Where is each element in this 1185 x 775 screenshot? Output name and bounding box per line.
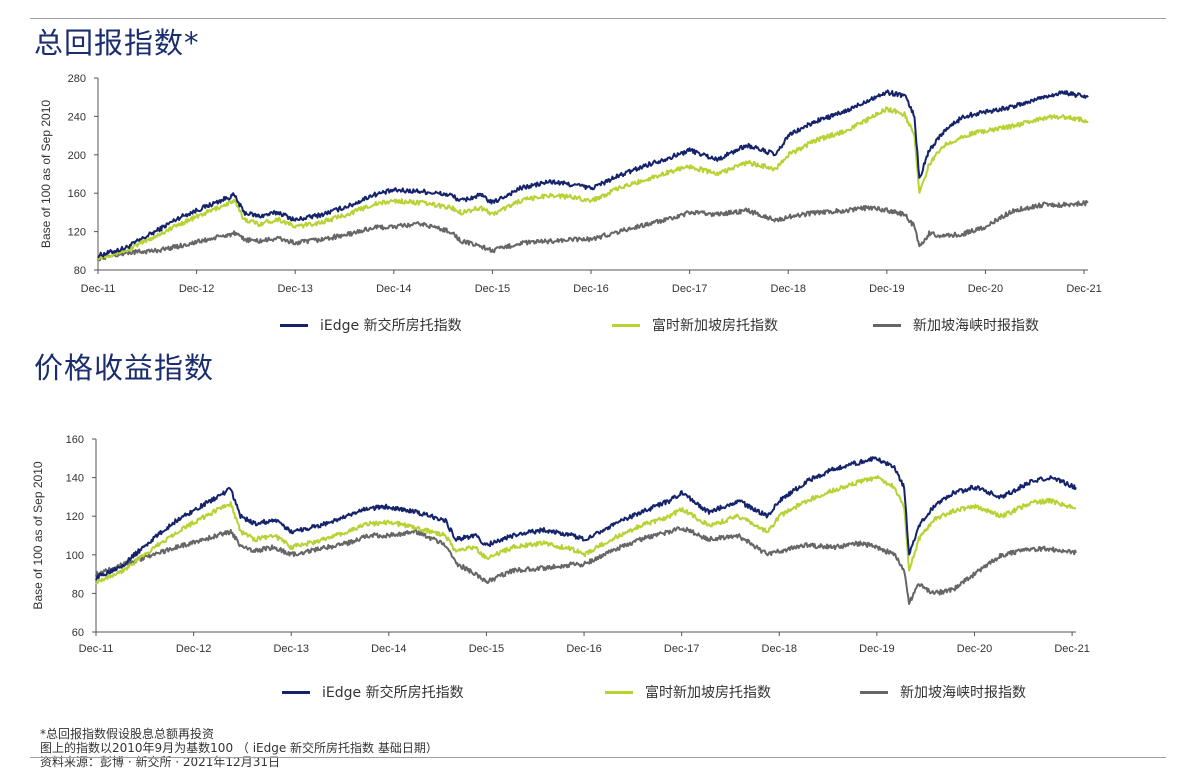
legend-swatch-grey [873, 323, 901, 327]
legend-swatch-lime [605, 690, 633, 694]
legend-label: iEdge 新交所房托指数 [320, 318, 462, 334]
x-tick-label: Dec-19 [859, 643, 894, 655]
x-tick-label: Dec-14 [376, 283, 411, 295]
legend-swatch-navy [280, 323, 308, 327]
y-tick-label: 60 [72, 627, 84, 639]
y-tick-label: 200 [68, 150, 86, 162]
legend-label: 新加坡海峡时报指数 [900, 685, 1026, 701]
legend-0-item-1: 富时新加坡房托指数 [612, 315, 778, 335]
x-tick-label: Dec-21 [1066, 283, 1101, 295]
y-tick-label: 240 [68, 111, 86, 123]
x-tick-label: Dec-17 [664, 643, 699, 655]
top-divider [30, 18, 1166, 19]
legend-1-item-1: 富时新加坡房托指数 [605, 682, 771, 702]
legend-label: iEdge 新交所房托指数 [322, 685, 464, 701]
legend-1-item-2: 新加坡海峡时报指数 [860, 682, 1026, 702]
y-axis-label: Base of 100 as of Sep 2010 [31, 461, 45, 609]
legend-label: 富时新加坡房托指数 [652, 318, 778, 334]
total-return-title: 总回报指数* [34, 26, 200, 60]
x-tick-label: Dec-16 [573, 283, 608, 295]
x-tick-label: Dec-16 [566, 643, 601, 655]
bottom-divider [30, 757, 1166, 758]
series-line-1 [97, 106, 1089, 261]
x-tick-label: Dec-19 [869, 283, 904, 295]
y-tick-label: 80 [74, 265, 86, 277]
y-tick-label: 100 [66, 550, 84, 562]
footnotes: *总回报指数假设股息总额再投资 图上的指数以2010年9月为基数100 （ iE… [40, 727, 438, 769]
legend-0-item-2: 新加坡海峡时报指数 [873, 315, 1039, 335]
x-tick-label: Dec-20 [957, 643, 992, 655]
y-tick-label: 160 [66, 434, 84, 446]
series-line-2 [97, 199, 1089, 262]
legend-0-item-0: iEdge 新交所房托指数 [280, 315, 462, 335]
price-return-chart: 60 80 100 120 140 160 Dec-11 Dec-12 Dec-13 Dec-14… [31, 434, 1090, 655]
x-tick-label: Dec-21 [1054, 643, 1089, 655]
x-tick-label: Dec-15 [469, 643, 504, 655]
series-line-0 [95, 456, 1077, 581]
footnote-base: 图上的指数以2010年9月为基数100 （ iEdge 新交所房托指数 基础日期… [40, 741, 438, 755]
x-tick-label: Dec-14 [371, 643, 406, 655]
x-tick-label: Dec-18 [762, 643, 797, 655]
series-line-0 [97, 89, 1089, 259]
legend-label: 富时新加坡房托指数 [645, 685, 771, 701]
x-tick-label: Dec-18 [771, 283, 806, 295]
y-tick-label: 120 [66, 511, 84, 523]
series-line-1 [95, 475, 1077, 585]
y-tick-label: 80 [72, 588, 84, 600]
x-tick-label: Dec-11 [81, 283, 116, 295]
y-tick-label: 280 [68, 73, 86, 85]
legend-swatch-grey [860, 690, 888, 694]
x-tick-label: Dec-12 [179, 283, 214, 295]
legend-1-item-0: iEdge 新交所房托指数 [282, 682, 464, 702]
x-tick-label: Dec-17 [672, 283, 707, 295]
y-tick-label: 120 [68, 227, 86, 239]
legend-label: 新加坡海峡时报指数 [913, 318, 1039, 334]
y-axis-label: Base of 100 as of Sep 2010 [39, 100, 53, 248]
x-tick-label: Dec-20 [968, 283, 1003, 295]
x-tick-label: Dec-11 [79, 643, 114, 655]
x-tick-label: Dec-13 [277, 283, 312, 295]
x-tick-label: Dec-15 [475, 283, 510, 295]
x-tick-label: Dec-12 [176, 643, 211, 655]
price-return-title: 价格收益指数 [34, 351, 215, 385]
total-return-chart: 80 120 160 200 240 280 Dec-11 Dec-12 Dec-13 Dec-1… [39, 73, 1102, 295]
y-tick-label: 140 [66, 473, 84, 485]
x-tick-label: Dec-13 [273, 643, 308, 655]
footnote-source: 资料来源：彭博 · 新交所 · 2021年12月31日 [40, 755, 280, 769]
legend-swatch-lime [612, 323, 640, 327]
y-tick-label: 160 [68, 188, 86, 200]
legend-swatch-navy [282, 690, 310, 694]
footnote-dividend: *总回报指数假设股息总额再投资 [40, 727, 215, 741]
series-line-2 [95, 526, 1077, 605]
